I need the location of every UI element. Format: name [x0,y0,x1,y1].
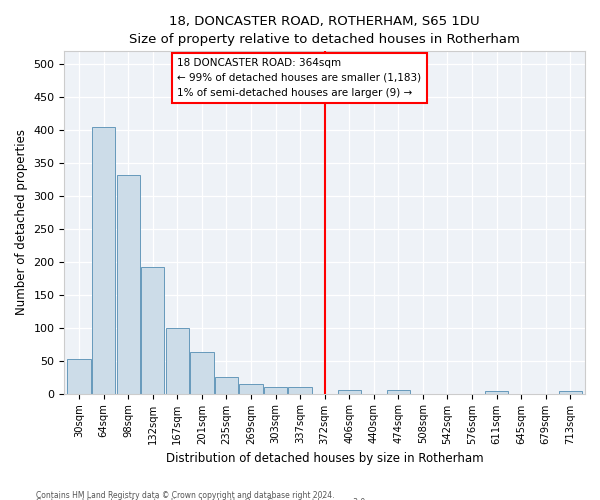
Bar [387,390,410,394]
Bar [289,387,312,394]
Bar [239,384,263,394]
Text: Contains public sector information licensed under the Open Government Licence v3: Contains public sector information licen… [36,498,368,500]
Bar [338,390,361,394]
X-axis label: Distribution of detached houses by size in Rotherham: Distribution of detached houses by size … [166,452,484,465]
Bar [92,127,115,394]
Bar [559,391,582,394]
Bar [485,391,508,394]
Bar [264,387,287,394]
Text: 18 DONCASTER ROAD: 364sqm
← 99% of detached houses are smaller (1,183)
1% of sem: 18 DONCASTER ROAD: 364sqm ← 99% of detac… [178,58,421,98]
Bar [190,352,214,394]
Text: Contains HM Land Registry data © Crown copyright and database right 2024.: Contains HM Land Registry data © Crown c… [36,490,335,500]
Bar [67,360,91,394]
Bar [166,328,189,394]
Bar [116,175,140,394]
Bar [141,267,164,394]
Bar [215,377,238,394]
Y-axis label: Number of detached properties: Number of detached properties [15,130,28,316]
Title: 18, DONCASTER ROAD, ROTHERHAM, S65 1DU
Size of property relative to detached hou: 18, DONCASTER ROAD, ROTHERHAM, S65 1DU S… [129,15,520,46]
